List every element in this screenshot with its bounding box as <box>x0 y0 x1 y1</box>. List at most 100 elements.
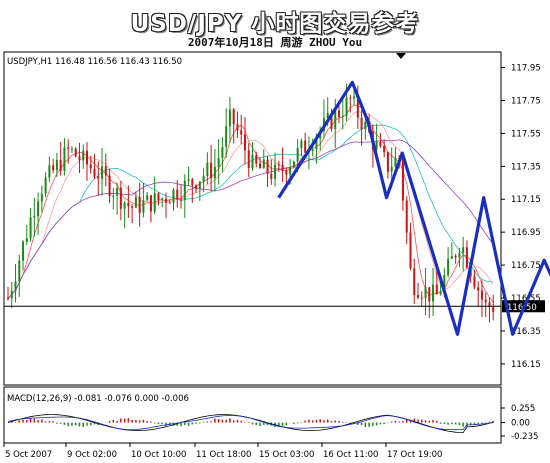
price-tick-label: 116.75 <box>511 261 541 271</box>
candle-body <box>454 256 457 258</box>
time-tick-label: 16 Oct 11:00 <box>323 450 378 460</box>
candle-body <box>44 177 47 194</box>
candle-body <box>59 160 62 171</box>
candle-body <box>142 200 145 213</box>
candle-body <box>138 196 141 213</box>
candle-body <box>424 287 427 299</box>
candle-body <box>97 176 100 179</box>
candle-body <box>315 138 318 150</box>
price-tick-label: 117.75 <box>511 96 541 106</box>
candle-body <box>29 217 32 239</box>
candle-body <box>112 195 115 197</box>
candle-body <box>251 155 254 168</box>
candle-body <box>7 298 9 300</box>
candle-body <box>164 198 167 203</box>
candle-body <box>104 166 107 176</box>
candle-body <box>439 291 442 295</box>
macd-tick-label: 0.255 <box>511 404 535 414</box>
candle-body <box>304 140 307 153</box>
candle-body <box>52 165 55 171</box>
candle-body <box>25 238 28 242</box>
candle-body <box>40 193 43 202</box>
candle-body <box>259 163 262 169</box>
macd-tick-label: 0.00 <box>511 419 530 429</box>
price-tick-label: 117.95 <box>511 64 541 74</box>
candle-body <box>221 146 224 159</box>
time-tick-label: 11 Oct 18:00 <box>196 450 251 460</box>
candle-body <box>236 124 239 131</box>
candle-body <box>82 150 85 161</box>
candle-body <box>153 193 156 212</box>
candle-body <box>191 179 194 186</box>
candle-body <box>488 302 491 308</box>
candle-body <box>289 166 292 175</box>
candle-body <box>270 173 273 179</box>
candle-body <box>405 200 408 233</box>
candle-body <box>33 216 36 218</box>
candle-body <box>255 155 258 164</box>
candle-body <box>70 148 73 150</box>
candle-body <box>55 160 58 171</box>
candle-body <box>18 260 21 282</box>
candle-body <box>296 148 299 162</box>
candle-body <box>277 164 280 166</box>
candle-body <box>338 110 341 118</box>
candle-body <box>285 170 288 175</box>
candle-body <box>232 109 235 125</box>
candle-body <box>228 109 231 127</box>
candle-body <box>345 97 348 116</box>
time-tick-label: 17 Oct 19:00 <box>387 450 442 460</box>
price-tick-label: 117.55 <box>511 129 541 139</box>
moving-average-line <box>7 124 494 299</box>
macd-tick-label: -0.235 <box>511 432 538 442</box>
candle-body <box>63 147 66 171</box>
macd-signal-line <box>7 414 494 431</box>
candle-body <box>349 97 352 99</box>
candle-body <box>78 156 81 161</box>
candle-body <box>413 268 416 295</box>
candle-body <box>116 187 119 196</box>
candle-body <box>168 202 171 204</box>
candle-body <box>180 199 183 201</box>
candle-body <box>157 193 160 201</box>
candle-body <box>383 146 386 153</box>
candle-body <box>101 166 104 179</box>
current-price-label: 116.50 <box>507 303 537 313</box>
candle-body <box>119 187 122 209</box>
candle-body <box>480 290 483 300</box>
candle-body <box>465 247 468 268</box>
candle-body <box>37 201 40 217</box>
price-tick-label: 116.55 <box>511 294 541 304</box>
page-subtitle: 2007年10月18日 周游 ZHOU You <box>187 36 363 49</box>
candle-body <box>48 165 51 178</box>
price-tick-label: 117.15 <box>511 195 541 205</box>
macd-info-label: MACD(12,26,9) -0.081 -0.076 0.000 -0.006 <box>7 394 189 404</box>
candle-body <box>458 252 461 258</box>
symbol-info-label: USDJPY,H1 116.48 116.56 116.43 116.50 <box>7 57 182 67</box>
moving-average-line <box>7 139 494 299</box>
candle-body <box>386 152 389 172</box>
candle-body <box>462 247 465 253</box>
candle-body <box>134 196 137 208</box>
candle-body <box>67 147 70 149</box>
candle-body <box>176 189 179 200</box>
candle-body <box>401 158 404 201</box>
candle-body <box>447 258 450 276</box>
time-tick-label: 10 Oct 10:00 <box>131 450 186 460</box>
candle-body <box>243 134 246 151</box>
candle-body <box>292 161 295 167</box>
candle-body <box>409 232 412 269</box>
candle-body <box>247 150 250 168</box>
candle-body <box>311 149 314 151</box>
candle-body <box>108 175 111 197</box>
shift-marker-icon[interactable] <box>396 53 406 59</box>
candle-body <box>473 276 476 288</box>
candle-body <box>428 287 431 302</box>
candle-body <box>123 202 126 209</box>
candle-body <box>195 185 198 190</box>
time-tick-label: 5 Oct 2007 <box>5 450 52 460</box>
candle-body <box>127 202 130 207</box>
candle-body <box>14 281 17 291</box>
candle-body <box>240 130 243 135</box>
candle-body <box>492 307 495 312</box>
